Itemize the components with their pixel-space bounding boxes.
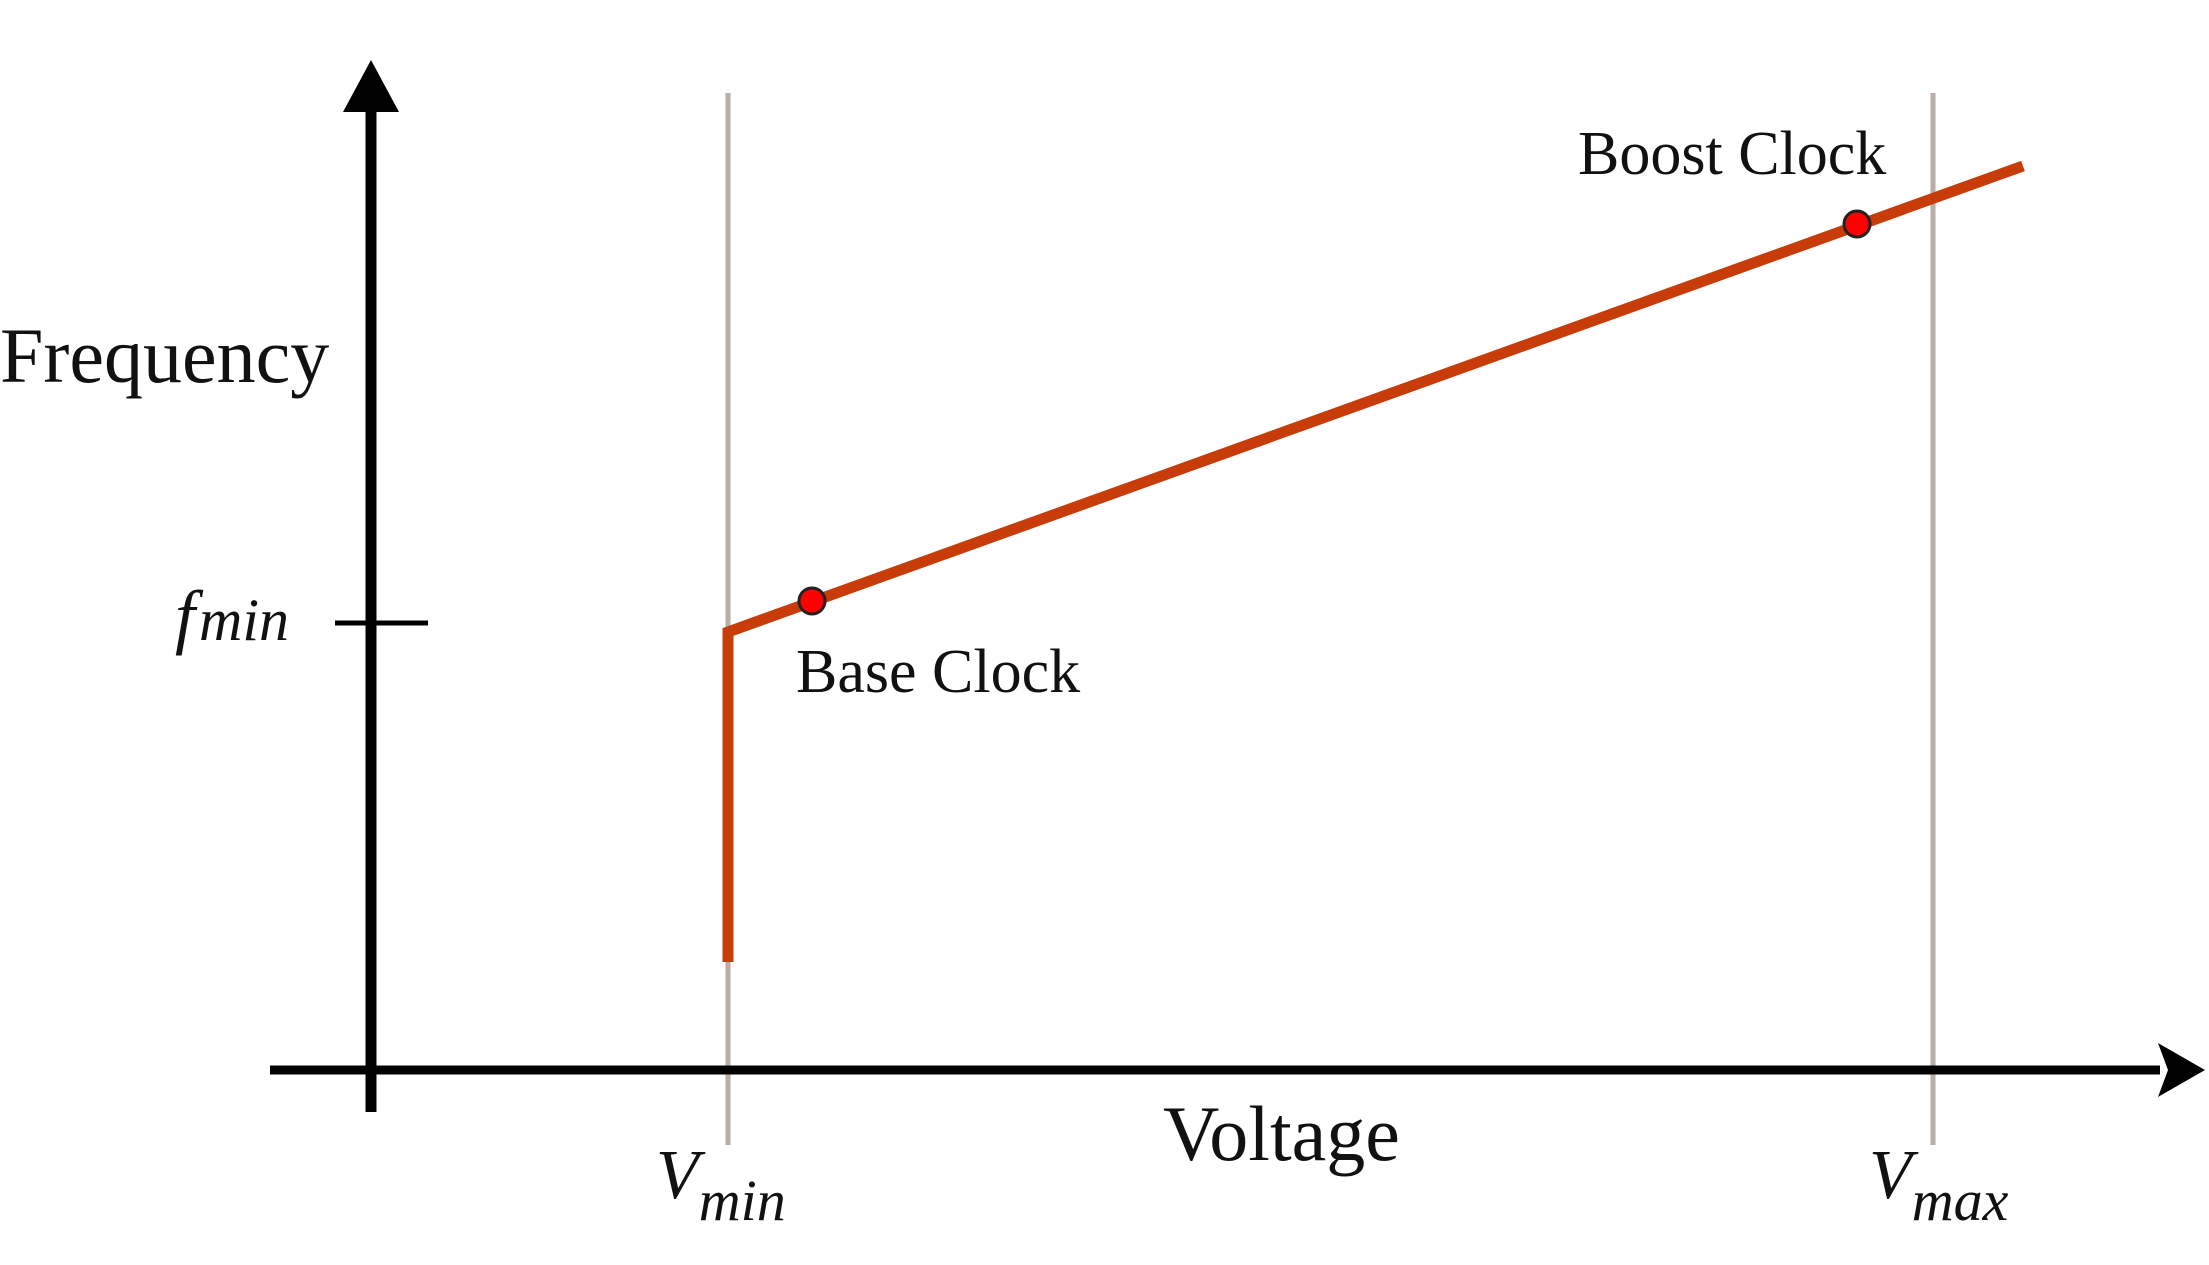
base-clock-point — [797, 586, 827, 616]
y-axis-arrowhead — [343, 60, 399, 112]
x-axis-title: Voltage — [1163, 1090, 1400, 1177]
f-min-subscript: min — [199, 587, 289, 653]
v-max-label: Vmax — [1869, 1137, 2009, 1233]
x-axis-arrowhead — [2158, 1043, 2205, 1097]
frequency-curve — [722, 160, 2025, 962]
v-min-label: Vmin — [656, 1137, 786, 1233]
f-min-label: fmin — [175, 576, 289, 656]
boost-clock-label: Boost Clock — [1578, 120, 1886, 188]
v-max-symbol: V — [1869, 1137, 1919, 1214]
boost-clock-point — [1842, 209, 1872, 239]
v-max-subscript: max — [1912, 1168, 2009, 1233]
base-clock-label: Base Clock — [796, 638, 1080, 706]
v-min-symbol: V — [656, 1137, 706, 1214]
v-min-subscript: min — [699, 1168, 786, 1233]
y-axis-title: Frequency — [0, 312, 329, 399]
